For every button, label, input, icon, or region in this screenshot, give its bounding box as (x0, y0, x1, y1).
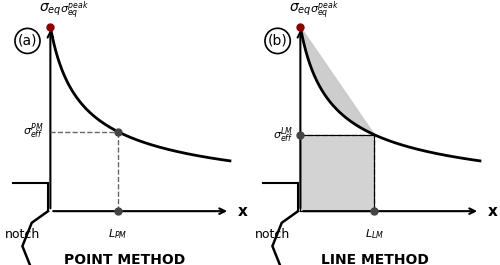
Text: LINE METHOD: LINE METHOD (321, 253, 429, 265)
Text: POINT METHOD: POINT METHOD (64, 253, 186, 265)
Text: $\sigma_{eq}^{peak}$: $\sigma_{eq}^{peak}$ (310, 0, 338, 22)
Text: $\sigma_{eq}$: $\sigma_{eq}$ (39, 1, 62, 17)
Polygon shape (300, 135, 374, 211)
Text: $L_{PM}$: $L_{PM}$ (108, 227, 128, 241)
Text: $L_{LM}$: $L_{LM}$ (365, 227, 384, 241)
Text: $\mathbf{x}$: $\mathbf{x}$ (237, 204, 248, 219)
Text: notch: notch (5, 228, 40, 241)
Text: (b): (b) (268, 34, 287, 48)
Text: $\sigma_{eq}$: $\sigma_{eq}$ (289, 1, 312, 17)
Text: notch: notch (255, 228, 290, 241)
Text: (a): (a) (18, 34, 37, 48)
Text: $\mathbf{x}$: $\mathbf{x}$ (487, 204, 498, 219)
Polygon shape (300, 27, 374, 135)
Text: $\sigma_{eff}^{LM}$: $\sigma_{eff}^{LM}$ (273, 125, 293, 145)
Text: $\sigma_{eq}^{peak}$: $\sigma_{eq}^{peak}$ (60, 0, 88, 22)
Text: $\sigma_{eff}^{PM}$: $\sigma_{eff}^{PM}$ (22, 122, 44, 141)
